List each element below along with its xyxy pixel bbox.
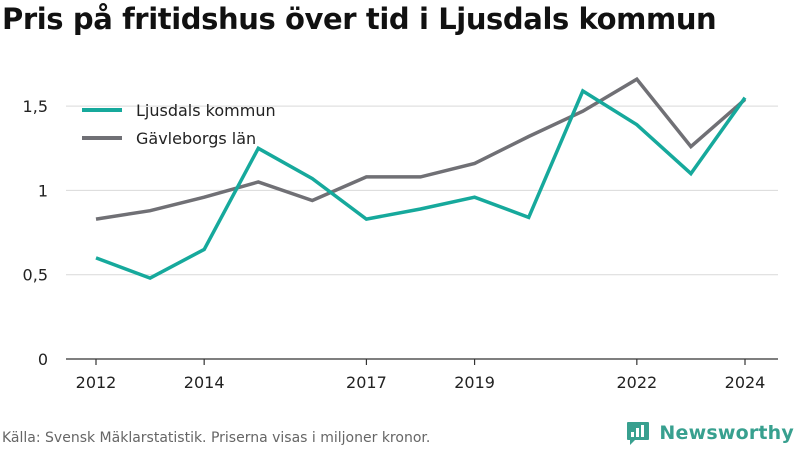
x-tick-label: 2024 xyxy=(725,373,766,392)
y-tick-label: 0,5 xyxy=(23,266,48,285)
legend-item-ljusdals: Ljusdals kommun xyxy=(82,96,276,124)
source-note: Källa: Svensk Mäklarstatistik. Priserna … xyxy=(2,430,431,446)
legend-swatch-gavleborg xyxy=(82,136,122,140)
legend-label-gavleborg: Gävleborgs län xyxy=(136,128,257,148)
newsworthy-bar-chart-icon xyxy=(627,422,650,445)
chart-legend: Ljusdals kommun Gävleborgs län xyxy=(82,96,276,152)
y-tick-label: 1,5 xyxy=(23,97,48,116)
legend-label-ljusdals: Ljusdals kommun xyxy=(136,100,276,120)
brand-name: Newsworthy xyxy=(659,422,794,444)
x-tick-label: 2012 xyxy=(76,373,117,392)
y-tick-label: 0 xyxy=(38,350,48,369)
series-line-ljusdals xyxy=(95,88,747,281)
y-tick-label: 1 xyxy=(38,181,48,200)
x-tick-label: 2017 xyxy=(346,373,387,392)
x-tick-label: 2014 xyxy=(184,373,225,392)
series-line-gavleborg xyxy=(95,76,747,221)
legend-item-gavleborg: Gävleborgs län xyxy=(82,124,276,152)
legend-swatch-ljusdals xyxy=(82,108,122,112)
chart-title: Pris på fritidshus över tid i Ljusdals k… xyxy=(2,2,717,36)
x-tick-label: 2019 xyxy=(454,373,495,392)
brand-logo[interactable]: Newsworthy xyxy=(625,420,794,446)
x-tick-label: 2022 xyxy=(616,373,657,392)
